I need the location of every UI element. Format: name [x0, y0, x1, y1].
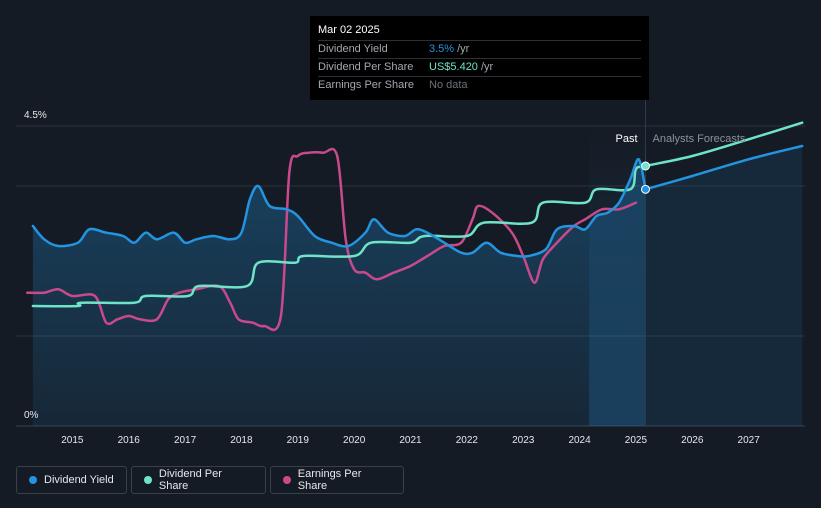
past-label: Past — [615, 133, 637, 145]
legend-label: Dividend Per Share — [158, 468, 222, 492]
legend-dot-icon — [283, 476, 291, 484]
tooltip-unit: /yr — [480, 61, 494, 73]
tooltip-value: No data — [429, 79, 468, 91]
x-tick-label: 2016 — [118, 435, 141, 446]
tooltip-row-dividend-per-share: Dividend Per Share US$5.420 /yr — [318, 59, 641, 77]
tooltip-row-earnings-per-share: Earnings Per Share No data — [318, 77, 641, 94]
forecast-label: Analysts Forecasts — [653, 133, 746, 145]
earnings-per-share-line — [26, 147, 638, 332]
x-tick-label: 2027 — [738, 435, 761, 446]
x-tick-label: 2018 — [230, 435, 253, 446]
tooltip: Mar 02 2025 Dividend Yield 3.5% /yr Divi… — [310, 16, 649, 100]
series-lines — [26, 121, 804, 332]
x-axis-ticks: 2015 2016 2017 2018 2019 2020 2021 2022 2023 2024… — [61, 435, 760, 446]
legend-label: Dividend Yield — [44, 474, 114, 486]
legend-item-dividend-yield[interactable]: Dividend Yield — [16, 466, 127, 494]
x-tick-label: 2023 — [512, 435, 535, 446]
dividend-yield-line — [31, 158, 647, 258]
x-tick-label: 2015 — [61, 435, 84, 446]
x-tick-label: 2017 — [174, 435, 197, 446]
dividend-yield-forecast-line — [644, 144, 804, 191]
dividend-per-share-line — [31, 121, 804, 308]
x-tick-label: 2019 — [287, 435, 310, 446]
tooltip-date: Mar 02 2025 — [318, 16, 641, 41]
tooltip-unit: /yr — [457, 43, 470, 55]
tooltip-label: Dividend Per Share — [318, 61, 414, 73]
dividend-yield-marker — [641, 184, 651, 194]
x-tick-label: 2026 — [681, 435, 704, 446]
legend-label: Earnings Per Share — [297, 468, 362, 492]
legend-dot-icon — [29, 476, 37, 484]
x-tick-label: 2021 — [399, 435, 422, 446]
series-markers — [641, 161, 651, 194]
legend-item-earnings-per-share[interactable]: Earnings Per Share — [270, 466, 404, 494]
y-axis-top-label: 4.5% — [24, 110, 47, 121]
tooltip-value: 3.5% — [429, 43, 455, 55]
legend-dot-icon — [144, 476, 152, 484]
tooltip-label: Earnings Per Share — [318, 79, 414, 91]
forecast-area — [645, 146, 803, 426]
x-tick-label: 2020 — [343, 435, 366, 446]
tooltip-value: US$5.420 — [429, 61, 478, 73]
x-tick-label: 2024 — [568, 435, 591, 446]
tooltip-row-dividend-yield: Dividend Yield 3.5% /yr — [318, 41, 641, 59]
dividend-per-share-marker — [641, 161, 651, 171]
x-tick-label: 2025 — [625, 435, 648, 446]
legend-item-dividend-per-share[interactable]: Dividend Per Share — [131, 466, 266, 494]
tooltip-label: Dividend Yield — [318, 43, 388, 55]
y-axis-bottom-label: 0% — [24, 410, 39, 421]
dividend-yield-area — [32, 159, 646, 426]
x-tick-label: 2022 — [456, 435, 479, 446]
